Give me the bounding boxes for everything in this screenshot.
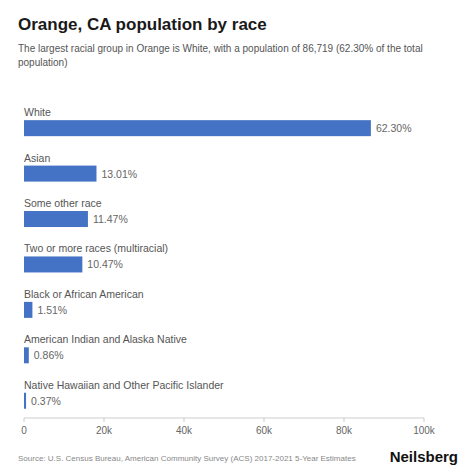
percentage-label: 11.47% [93,213,128,225]
labels: White 62.30% Asian 13.01% Some other race 11.… [24,106,412,407]
percentage-label: 1.51% [37,304,67,316]
tick-mark [104,418,105,422]
bar [24,302,32,318]
category-label: American Indian and Alaska Native [24,333,187,345]
percentage-label: 0.37% [31,395,61,407]
bar [24,256,82,272]
category-label: Asian [24,152,50,164]
source: Source: U.S. Census Bureau, American Com… [18,454,356,463]
percentage-label: 10.47% [87,258,123,270]
tick-label: 20k [96,425,113,436]
subtitle-line: population) [18,57,67,68]
bar [24,211,88,227]
chart: Orange, CA population by race The largest… [0,0,474,474]
bar [24,166,96,182]
brand: Neilsberg [390,448,458,465]
category-label: Two or more races (multiracial) [24,242,168,254]
percentage-label: 62.30% [376,122,412,134]
tick-label: 0 [21,425,27,436]
tick-label: 60k [256,425,273,436]
category-label: Some other race [24,197,102,209]
x-axis: 0 20k 40k 60k 80k 100k [21,418,436,436]
category-label: Native Hawaiian and Other Pacific Island… [24,379,224,391]
category-label: White [24,106,51,118]
axis-line [24,418,424,419]
bar [24,120,371,136]
subtitle: The largest racial group in Orange is Wh… [18,43,423,68]
bars [24,120,371,409]
tick-mark [24,418,25,422]
tick-mark [344,418,345,422]
percentage-label: 0.86% [34,349,64,361]
tick-mark [424,418,425,422]
background [0,0,474,474]
category-label: Black or African American [24,288,144,300]
bar [24,393,26,409]
tick-label: 40k [176,425,193,436]
percentage-label: 13.01% [101,168,137,180]
tick-label: 80k [336,425,353,436]
subtitle-line: The largest racial group in Orange is Wh… [18,43,423,54]
bar [24,347,29,363]
title: Orange, CA population by race [18,15,267,34]
tick-label: 100k [413,425,436,436]
tick-mark [184,418,185,422]
tick-mark [264,418,265,422]
